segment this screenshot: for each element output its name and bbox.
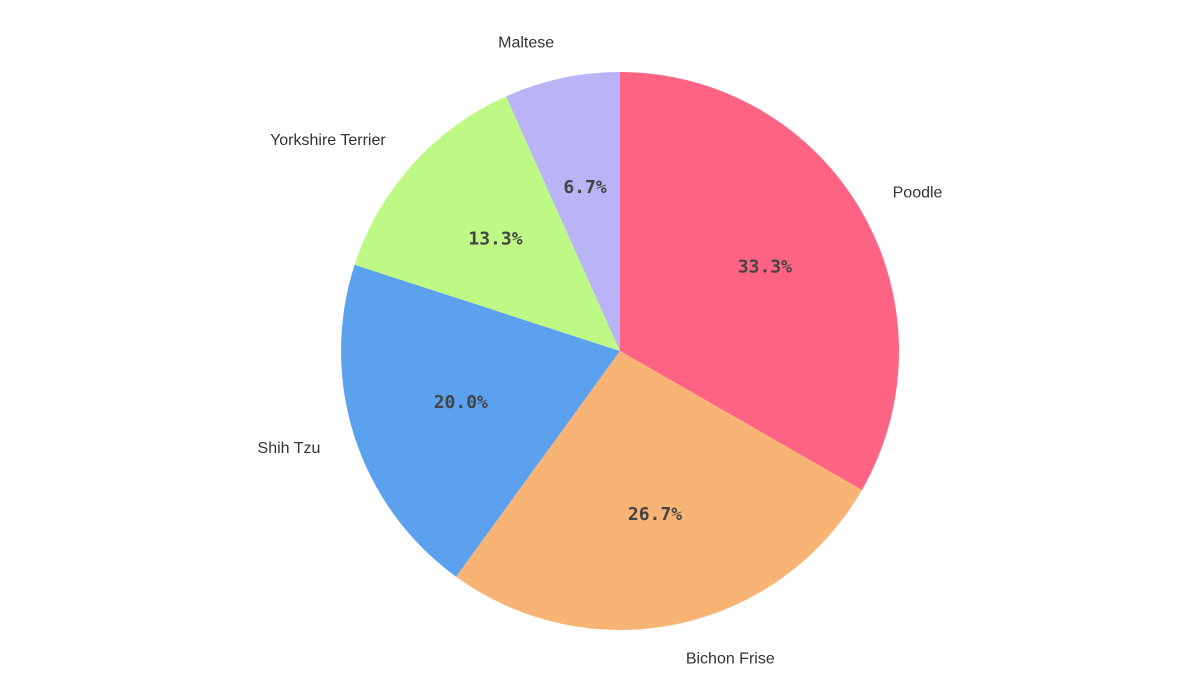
- pie-category-label-poodle: Poodle: [893, 185, 943, 202]
- pie-slice-poodle: [620, 72, 900, 490]
- pie-percent-label-yorkshire-terrier: 13.3%: [468, 229, 522, 250]
- pie-category-label-bichon-frise: Bichon Frise: [686, 651, 775, 668]
- pie-slice-shih-tzu: [341, 264, 620, 577]
- pie-category-label-yorkshire-terrier: Yorkshire Terrier: [270, 132, 386, 149]
- pie-slice-maltese: [505, 72, 620, 351]
- pie-percent-label-maltese: 6.7%: [563, 177, 607, 198]
- pie-slice-bichon-frise: [456, 351, 862, 630]
- pie-slice-yorkshire-terrier: [354, 96, 620, 352]
- labels-layer: 33.3% Poodle 26.7% Bichon Frise 20.0% Shih Tz…: [258, 34, 943, 667]
- pie-percent-label-shih-tzu: 20.0%: [434, 392, 488, 413]
- pie-percent-label-bichon-frise: 26.7%: [628, 504, 682, 525]
- pie-category-label-shih-tzu: Shih Tzu: [258, 440, 321, 457]
- slices-layer: [341, 72, 900, 630]
- pie-percent-label-poodle: 33.3%: [738, 257, 792, 278]
- pie-category-label-maltese: Maltese: [498, 34, 554, 51]
